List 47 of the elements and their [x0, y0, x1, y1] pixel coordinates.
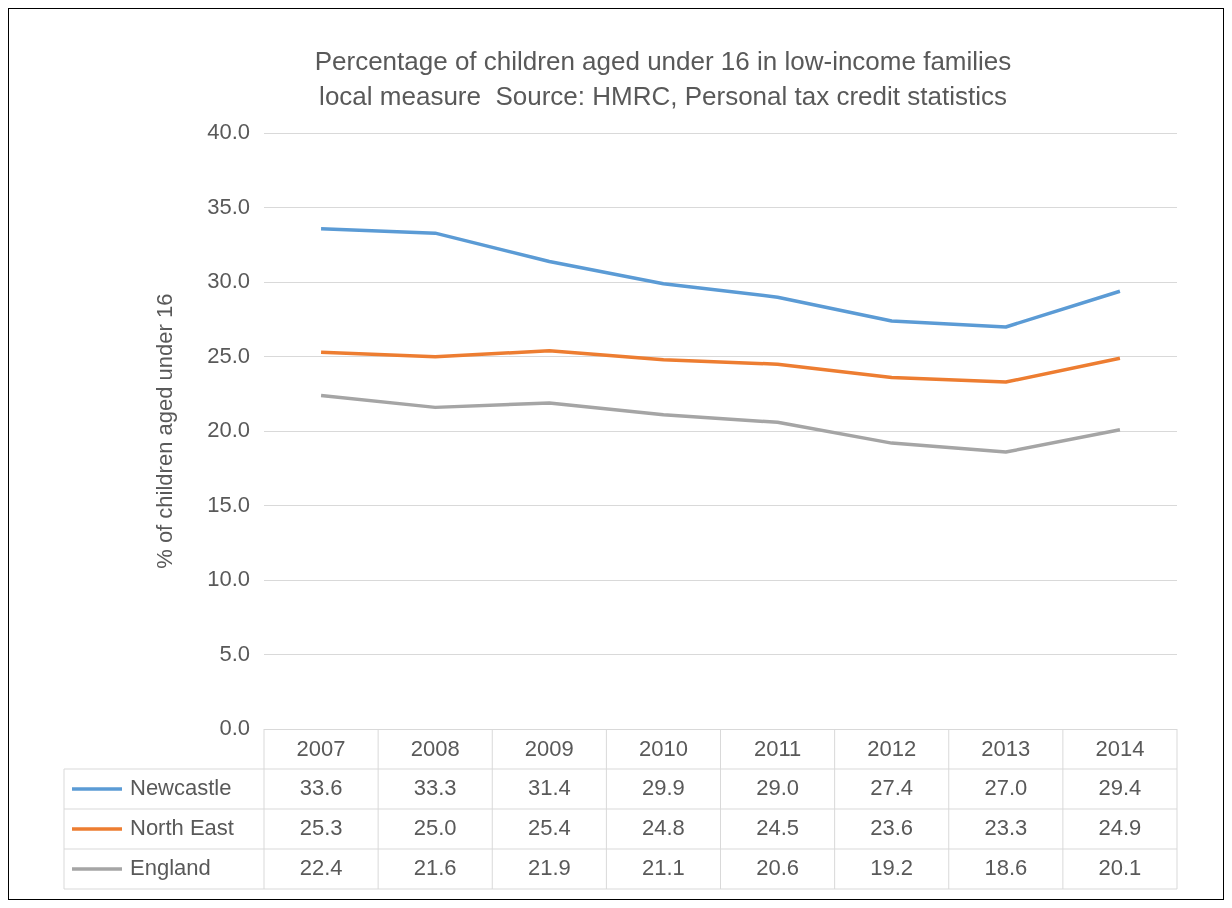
y-tick-label: 5.0	[219, 640, 250, 666]
y-tick-label: 40.0	[207, 119, 250, 145]
y-tick-label: 20.0	[207, 417, 250, 443]
y-tick-label: 10.0	[207, 566, 250, 592]
data-label: 24.8	[642, 815, 685, 841]
data-label: 20.6	[756, 855, 799, 881]
data-label: 23.6	[870, 815, 914, 841]
data-label: 20.1	[1098, 855, 1142, 881]
data-label: 24.9	[1098, 815, 1142, 841]
y-tick-label: 0.0	[219, 715, 250, 741]
data-label: 31.4	[527, 775, 571, 801]
data-label: 22.4	[299, 855, 343, 881]
chart-title: Percentage of children aged under 16 in low-income families	[314, 45, 1012, 76]
y-tick-label: 25.0	[207, 342, 250, 368]
data-label: 33.3	[413, 775, 457, 801]
data-label: 23.3	[984, 815, 1028, 841]
data-label: 25.3	[299, 815, 343, 841]
data-label: 29.0	[756, 775, 799, 801]
data-label: 33.6	[299, 775, 343, 801]
x-tick-label: 2011	[753, 736, 802, 762]
legend-label: England	[130, 855, 211, 881]
x-tick-label: 2009	[524, 736, 574, 762]
y-tick-label: 15.0	[207, 491, 250, 517]
x-tick-label: 2012	[867, 736, 917, 762]
x-tick-label: 2008	[410, 736, 460, 762]
data-label: 29.4	[1098, 775, 1142, 801]
data-label: 18.6	[984, 855, 1028, 881]
data-label: 24.5	[756, 815, 799, 841]
y-tick-label: 35.0	[207, 193, 250, 219]
data-label: 19.2	[870, 855, 914, 881]
x-tick-label: 2014	[1095, 736, 1145, 762]
legend-label: Newcastle	[130, 775, 232, 801]
x-tick-label: 2007	[296, 736, 346, 762]
data-label: 27.0	[984, 775, 1028, 801]
data-label: 25.4	[527, 815, 571, 841]
data-label: 27.4	[870, 775, 914, 801]
chart-subtitle: local measure Source: HMRC, Personal tax credit statistics	[319, 80, 1007, 111]
data-label: 21.6	[413, 855, 457, 881]
y-axis-title: % of children aged under 16	[152, 293, 178, 569]
data-label: 25.0	[413, 815, 457, 841]
x-tick-label: 2013	[981, 736, 1031, 762]
x-tick-label: 2010	[638, 736, 688, 762]
data-label: 29.9	[642, 775, 685, 801]
data-label: 21.9	[527, 855, 571, 881]
legend-label: North East	[130, 815, 234, 841]
data-label: 21.1	[642, 855, 685, 881]
y-tick-label: 30.0	[207, 268, 250, 294]
